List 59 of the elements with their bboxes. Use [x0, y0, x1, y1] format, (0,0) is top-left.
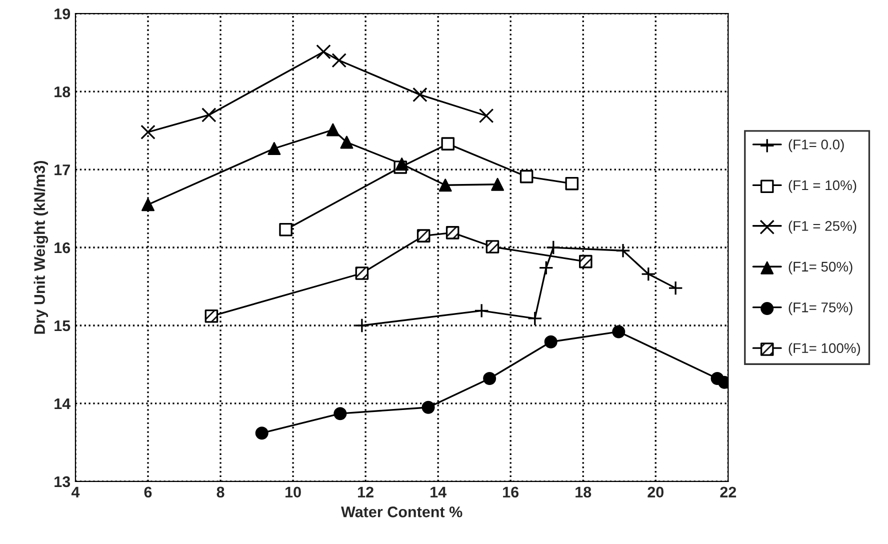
point — [141, 198, 155, 212]
point — [204, 309, 218, 323]
x-tick-label: 8 — [216, 486, 224, 498]
point — [316, 44, 331, 60]
point — [441, 137, 455, 150]
y-tick-label: 17 — [54, 164, 70, 176]
x-tick-label: 22 — [720, 486, 736, 498]
legend-label: (F1= 50%) — [788, 261, 852, 274]
point — [538, 260, 554, 276]
point — [579, 254, 592, 268]
point — [412, 87, 428, 102]
point — [446, 226, 460, 240]
y-tick-label: 19 — [54, 8, 70, 20]
point — [255, 426, 268, 440]
y-tick-label: 13 — [54, 476, 70, 488]
x-axis-title: Water Content % — [341, 506, 462, 518]
point — [355, 266, 369, 280]
x-tick-label: 16 — [503, 486, 519, 498]
legend-label: (F1= 100%) — [788, 342, 860, 356]
x-tick-label: 10 — [286, 486, 301, 498]
point — [340, 136, 354, 149]
y-tick-label: 15 — [54, 320, 70, 332]
point — [544, 335, 558, 348]
point — [395, 158, 408, 171]
x-tick-label: 18 — [576, 486, 592, 498]
point — [668, 280, 684, 296]
point — [491, 178, 504, 191]
point — [201, 108, 216, 122]
legend-label: (F1= 75%) — [788, 302, 852, 316]
point — [565, 176, 579, 190]
point — [354, 318, 370, 333]
x-tick-label: 6 — [144, 486, 152, 498]
point — [422, 400, 435, 414]
y-axis-title: Dry Unit Weight (kN/m3) — [34, 160, 48, 334]
point — [438, 178, 452, 192]
x-tick-label: 20 — [648, 486, 664, 498]
legend-label: (F1= 0.0) — [788, 139, 844, 152]
legend-label: (F1 = 25%) — [788, 220, 856, 234]
point — [334, 407, 347, 420]
point — [279, 222, 292, 236]
legend-label: (F1 = 10%) — [788, 180, 856, 193]
point — [332, 52, 347, 68]
point — [486, 240, 500, 254]
y-tick-label: 18 — [54, 86, 70, 98]
point — [140, 124, 156, 140]
point — [616, 243, 630, 258]
x-tick-label: 12 — [358, 486, 374, 498]
point — [326, 123, 340, 136]
point — [640, 266, 656, 282]
y-tick-label: 16 — [54, 242, 70, 254]
point — [268, 142, 281, 155]
point — [478, 108, 494, 124]
point — [520, 170, 534, 184]
point — [416, 229, 430, 242]
y-tick-label: 14 — [54, 398, 71, 409]
x-tick-label: 14 — [430, 486, 446, 498]
x-tick-label: 4 — [71, 486, 80, 498]
point — [483, 372, 496, 386]
point — [612, 325, 626, 338]
